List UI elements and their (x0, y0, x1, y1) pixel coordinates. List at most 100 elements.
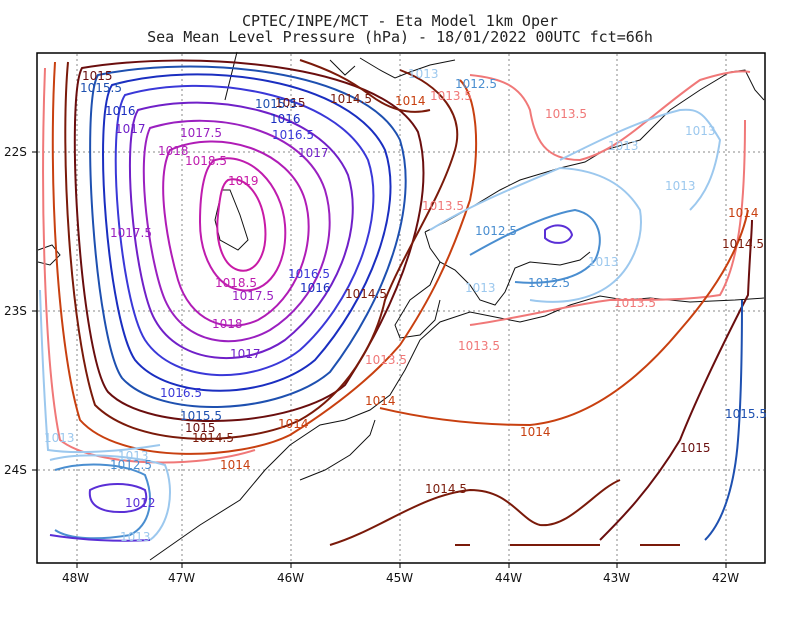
contour-label: 1014.5 (330, 92, 372, 106)
contour-label: 1017 (230, 347, 261, 361)
contour-label: 1013 (120, 530, 151, 544)
lon-tick-label: 45W (386, 571, 413, 585)
isobar-1015-east (599, 219, 753, 541)
contour-label: 1013 (408, 67, 439, 81)
contour-label: 1015 (185, 421, 216, 435)
isobar-1012-5-sw (54, 463, 151, 540)
contour-label: 1013 (685, 124, 716, 138)
lon-tick-label: 42W (712, 571, 739, 585)
contour-label: 1015 (275, 96, 306, 110)
contour-label: 1019 (228, 174, 259, 188)
contour-label: 1012.5 (475, 224, 517, 238)
isobar-1018-5 (198, 157, 287, 292)
lat-tick-label: 24S (4, 463, 27, 477)
isobar-1012-central (544, 224, 574, 244)
isobar-1016-5 (114, 84, 375, 376)
contour-label: 1015.5 (80, 81, 122, 95)
isobar-1017 (128, 101, 354, 359)
contour-label: 1012.5 (455, 77, 497, 91)
contour-label: 1017 (298, 146, 329, 160)
contour-label: 1014 (220, 458, 251, 472)
contour-label: 1013 (118, 449, 149, 463)
contour-label: 1016 (270, 112, 301, 126)
isobar-1013-sw (49, 454, 171, 541)
isobar-1014-east (379, 209, 749, 427)
contour-label: 1013 (465, 281, 496, 295)
isobars (39, 59, 753, 546)
contour-label: 1017.5 (232, 289, 274, 303)
contour-label: 1014 (395, 94, 426, 108)
lon-tick-label: 43W (603, 571, 630, 585)
contour-label: 1017 (115, 122, 146, 136)
contour-label: 1014.5 (425, 482, 467, 496)
isobar-1014-5-south (329, 479, 621, 546)
isobar-1012-sw (88, 483, 148, 514)
contour-label: 1013.5 (422, 199, 464, 213)
isobar-1013-5-west (42, 67, 256, 464)
contour-label: 1016.5 (288, 267, 330, 281)
isobar-1013-north (559, 108, 722, 211)
chart-title-line2: Sea Mean Level Pressure (hPa) - 18/01/20… (147, 28, 653, 46)
isobar-1012-5-central (469, 208, 601, 284)
isobar-1015 (73, 59, 425, 422)
isobar-1018 (162, 140, 310, 327)
isobar-1015-5 (89, 65, 407, 408)
isobar-1012-sw-edge (49, 534, 151, 542)
contour-label: 1018.5 (185, 154, 227, 168)
isobar-1014-5-west (64, 61, 459, 440)
contour-label: 1016 (105, 104, 136, 118)
contour-label: 1013.5 (365, 353, 407, 367)
contour-label: 1016.5 (160, 386, 202, 400)
contour-label: 1018.5 (215, 276, 257, 290)
contour-label: 1015.5 (725, 407, 767, 421)
graticule (38, 54, 764, 562)
isobar-1015-5-east (704, 299, 743, 541)
contour-label: 1013 (44, 431, 75, 445)
contour-label: 1018 (158, 144, 189, 158)
contour-labels: 1015 1015.5 1016 1017 1017.5 1018 1018.5… (44, 67, 767, 544)
contour-label: 1015 (82, 69, 113, 83)
contour-label: 1015 (680, 441, 711, 455)
lat-tick-label: 23S (4, 304, 27, 318)
contour-label: 1012.5 (110, 458, 152, 472)
axis-ticks: 48W 47W 46W 45W 44W 43W 42W 22S 23S 24S (4, 145, 739, 585)
isobar-1016 (102, 73, 392, 392)
lat-tick-label: 22S (4, 145, 27, 159)
contour-label: 1013.5 (614, 296, 656, 310)
contour-label: 1017.5 (110, 226, 152, 240)
contour-label: 1015.5 (255, 97, 297, 111)
contour-label: 1012 (125, 496, 156, 510)
tick-marks (32, 151, 727, 568)
contour-label: 1013 (608, 139, 639, 153)
contour-label: 1014.5 (345, 287, 387, 301)
isobar-1013-west (39, 289, 161, 454)
lon-tick-label: 48W (62, 571, 89, 585)
isobar-1013-5-east (469, 119, 746, 326)
contour-label: 1016.5 (272, 128, 314, 142)
isobar-1013-5-north (469, 70, 751, 162)
contour-label: 1013 (665, 179, 696, 193)
isobar-1014-5-north (299, 59, 431, 113)
lon-tick-label: 46W (277, 571, 304, 585)
isobar-1017-5 (142, 119, 331, 343)
contour-label: 1013.5 (458, 339, 500, 353)
contour-label: 1013.5 (430, 89, 472, 103)
contour-label: 1013 (588, 255, 619, 269)
contour-label: 1014 (278, 417, 309, 431)
isobar-1014-west (51, 61, 478, 455)
contour-label: 1014.5 (722, 237, 764, 251)
contour-label: 1014 (728, 206, 759, 220)
isobar-1013-central (429, 166, 642, 303)
contour-label: 1014 (520, 425, 551, 439)
contour-label: 1012.5 (528, 276, 570, 290)
contour-label: 1014.5 (192, 431, 234, 445)
contour-label: 1014 (365, 394, 396, 408)
isobar-1019 (216, 178, 267, 272)
contour-label: 1016 (300, 281, 331, 295)
contour-label: 1013.5 (545, 107, 587, 121)
contour-label: 1018 (212, 317, 243, 331)
contour-label: 1015.5 (180, 409, 222, 423)
chart-title-line1: CPTEC/INPE/MCT - Eta Model 1km Oper (241, 12, 559, 30)
lon-tick-label: 47W (168, 571, 195, 585)
